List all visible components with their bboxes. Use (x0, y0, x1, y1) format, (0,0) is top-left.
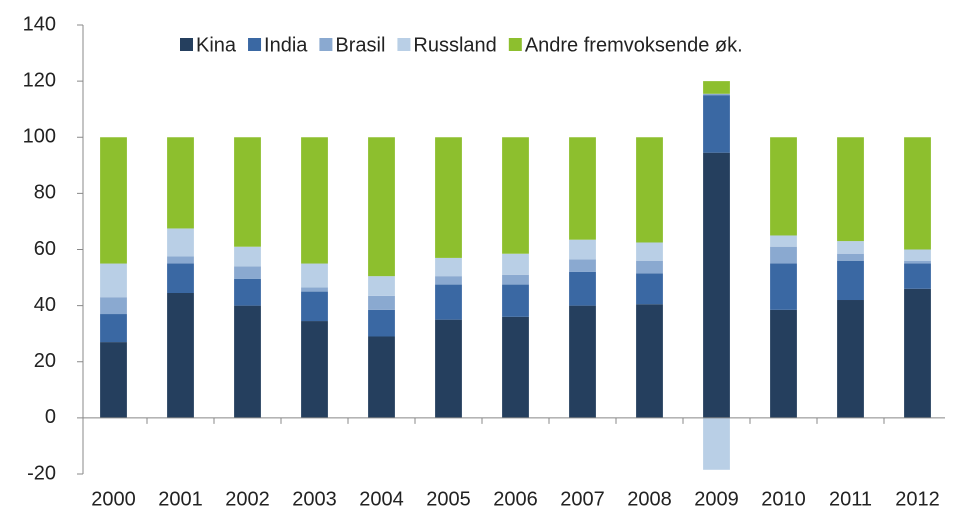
x-tick-label: 2010 (761, 488, 806, 510)
bar-segment (703, 95, 730, 153)
bar-segment (569, 239, 596, 260)
bar-segment (569, 271, 596, 306)
legend-label: Russland (413, 34, 496, 56)
legend-label: Brasil (335, 34, 385, 56)
bar-segment (837, 253, 864, 261)
bar-segment (636, 242, 663, 261)
bar-segment (904, 249, 931, 261)
bar-segment (837, 241, 864, 254)
legend-label: Andre fremvoksende øk. (525, 34, 743, 56)
bar-segment (435, 319, 462, 418)
bar-segment (770, 246, 797, 264)
bar-segment (368, 309, 395, 337)
bar-segment (435, 284, 462, 320)
bar-segment (502, 316, 529, 418)
legend-label: Kina (196, 34, 237, 56)
x-tick-label: 2002 (225, 488, 270, 510)
bar-segment (703, 152, 730, 418)
bar-segment (502, 284, 529, 317)
bar-segment (301, 287, 328, 292)
x-tick-label: 2009 (694, 488, 739, 510)
y-tick-label: 100 (23, 126, 56, 148)
bar-segment (636, 137, 663, 243)
bar-segment (569, 259, 596, 272)
legend-swatch (248, 38, 262, 51)
bar-segment (167, 263, 194, 293)
bar-segment (435, 276, 462, 285)
bar-segment (167, 292, 194, 418)
x-tick-label: 2007 (560, 488, 605, 510)
bar-segment (234, 305, 261, 418)
bar-segment (167, 228, 194, 257)
bar-segment (636, 273, 663, 305)
bar-segment (301, 291, 328, 322)
bar-segment (703, 93, 730, 96)
bar-segment (167, 256, 194, 264)
bar-segment (636, 260, 663, 274)
x-tick-label: 2000 (91, 488, 136, 510)
bar-segment (368, 137, 395, 277)
x-tick-label: 2008 (627, 488, 672, 510)
bar-segment (904, 137, 931, 250)
bar-segment (837, 137, 864, 242)
bar-segment (234, 246, 261, 267)
bar-segment (904, 263, 931, 289)
bar-segment (301, 321, 328, 418)
y-tick-label: 0 (45, 406, 56, 428)
bar-segment (770, 309, 797, 418)
x-tick-label: 2004 (359, 488, 404, 510)
x-tick-label: 2011 (829, 488, 872, 510)
x-tick-label: 2006 (493, 488, 538, 510)
bar-segment (167, 137, 194, 229)
bar-segment (100, 263, 127, 298)
y-tick-label: 60 (34, 238, 56, 260)
y-tick-label: 80 (34, 182, 56, 204)
bar-segment (703, 417, 730, 470)
y-tick-label: 120 (23, 69, 56, 91)
bar-segment (234, 266, 261, 279)
bar-segment (100, 137, 127, 264)
bar-segment (234, 137, 261, 247)
bar-segment (368, 336, 395, 418)
bar-segment (837, 300, 864, 418)
bar-segment (368, 276, 395, 296)
legend-label: India (264, 34, 308, 56)
legend-swatch (319, 38, 333, 51)
bar-segment (770, 263, 797, 310)
bar-segment (301, 263, 328, 288)
x-tick-label: 2012 (895, 488, 940, 510)
bar-segment (837, 260, 864, 301)
bar-segment (770, 137, 797, 236)
bar-segment (301, 137, 328, 264)
bar-segment (703, 81, 730, 94)
bar-segment (569, 305, 596, 418)
x-tick-label: 2003 (292, 488, 337, 510)
bar-segment (904, 288, 931, 418)
bar-segment (502, 137, 529, 254)
legend-swatch (508, 38, 522, 51)
bar-segment (904, 260, 931, 264)
legend-swatch (180, 38, 193, 51)
bar-segment (435, 257, 462, 277)
y-tick-label: -20 (27, 462, 56, 484)
bar-segment (368, 295, 395, 310)
y-tick-label: 20 (34, 350, 56, 372)
bar-segment (569, 137, 596, 240)
bar-segment (502, 274, 529, 285)
bar-segment (636, 304, 663, 418)
legend-swatch (397, 38, 411, 51)
bar-segment (100, 342, 127, 418)
bar-segment (435, 137, 462, 258)
bar-segment (770, 235, 797, 247)
x-tick-label: 2005 (426, 488, 471, 510)
y-tick-label: 40 (34, 294, 56, 316)
y-tick-label: 140 (23, 13, 56, 35)
x-tick-label: 2001 (158, 488, 203, 510)
bar-segment (502, 253, 529, 275)
bar-segment (100, 297, 127, 315)
bar-segment (234, 278, 261, 306)
bar-segment (100, 314, 127, 343)
